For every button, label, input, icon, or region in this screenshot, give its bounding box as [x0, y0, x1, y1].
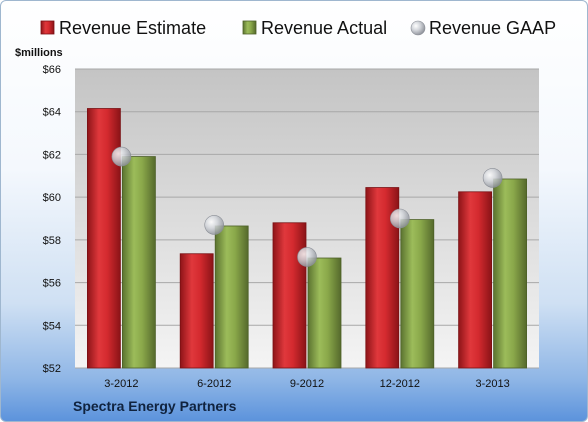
actual-bar	[493, 178, 528, 369]
x-tick-label: 6-2012	[197, 378, 231, 390]
actual-bar	[122, 156, 156, 369]
estimate-bar	[458, 191, 493, 369]
y-axis-label: $millions	[15, 47, 63, 59]
gaap-marker	[389, 208, 410, 229]
company-name: Spectra Energy Partners	[73, 398, 237, 414]
y-tick-label: $58	[43, 235, 61, 247]
y-tick-label: $62	[43, 149, 61, 161]
y-tick-label: $64	[43, 107, 61, 119]
estimate-bar	[179, 253, 214, 369]
x-tick-label: 12-2012	[380, 378, 420, 390]
legend-swatch-actual	[242, 20, 257, 35]
legend-swatch-gaap	[410, 20, 426, 36]
legend-label: Revenue Actual	[261, 18, 387, 38]
legend-label: Revenue Estimate	[59, 18, 206, 38]
actual-bar	[400, 219, 435, 369]
gaap-marker	[111, 146, 132, 167]
gaap-marker	[482, 168, 503, 188]
x-tick-label: 9-2012	[290, 378, 324, 390]
estimate-bar	[272, 222, 307, 369]
gaap-marker	[297, 247, 317, 267]
actual-bar	[307, 257, 342, 369]
y-tick-label: $66	[43, 64, 61, 76]
y-tick-label: $56	[43, 278, 61, 290]
legend-swatch-estimate	[40, 20, 55, 35]
actual-bar	[214, 225, 249, 369]
gaap-marker	[204, 215, 224, 235]
y-tick-label: $60	[43, 192, 61, 204]
estimate-bar	[87, 108, 121, 369]
y-tick-label: $54	[43, 320, 61, 332]
x-tick-label: 3-2013	[475, 378, 509, 390]
legend-label: Revenue GAAP	[429, 18, 556, 38]
x-tick-label: 3-2012	[104, 378, 138, 390]
y-tick-label: $52	[43, 363, 61, 375]
